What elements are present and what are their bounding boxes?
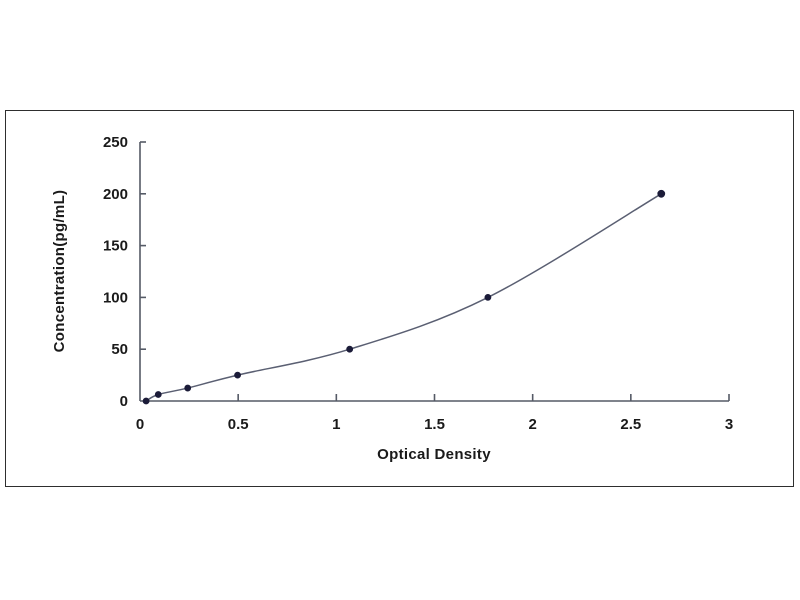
x-tick-label: 2.5 [620,416,641,433]
y-tick-label: 250 [103,134,128,151]
data-points-group [142,189,666,405]
y-tick-label: 50 [111,341,128,358]
chart-frame: 0 50 100 150 200 250 0 0.5 1 1.5 2 2.5 3 Optical De… [5,110,794,487]
x-tick-label: 1 [332,416,340,433]
x-tick-label: 2 [528,416,536,433]
data-point [142,397,150,405]
calibration-curve [145,193,662,402]
data-point [184,384,192,392]
x-axis-ticks: 0 0.5 1 1.5 2 2.5 3 [136,394,733,433]
y-tick-label: 100 [103,289,128,306]
x-tick-label: 3 [725,416,733,433]
y-tick-label: 0 [120,393,128,410]
y-axis-title: Concentration(pg/mL) [51,190,68,353]
x-tick-label: 0 [136,416,144,433]
data-point [657,189,666,198]
x-tick-label: 0.5 [228,416,249,433]
data-point [154,391,162,398]
data-point [234,371,241,379]
y-tick-label: 150 [103,238,128,255]
data-point [484,293,492,301]
x-axis-title: Optical Density [377,446,491,463]
standard-curve-chart: 0 50 100 150 200 250 0 0.5 1 1.5 2 2.5 3 Optical De… [51,134,733,463]
axes-group [139,142,729,402]
y-axis-ticks: 0 50 100 150 200 250 [103,134,146,410]
y-tick-label: 200 [103,186,128,203]
x-tick-label: 1.5 [424,416,445,433]
data-point [346,345,354,353]
